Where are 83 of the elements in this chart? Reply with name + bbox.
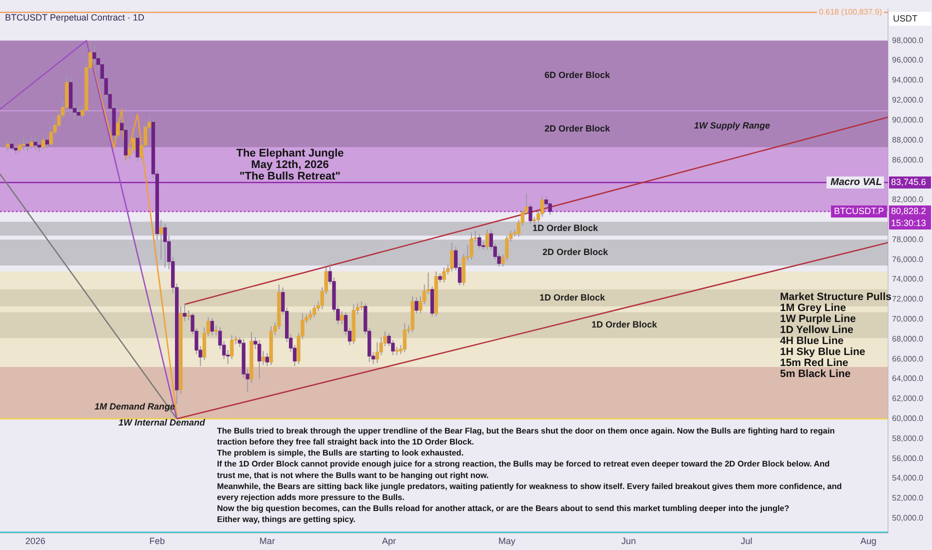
ref-line-label: Macro VAL [830, 177, 882, 188]
candlestick [163, 223, 167, 268]
x-tick-label: Mar [259, 536, 275, 546]
candlestick [45, 134, 49, 149]
y-tick-label: 62,000.0 [892, 394, 924, 404]
candlestick [136, 134, 140, 162]
candlestick [478, 233, 482, 250]
annotation: Market Structure Pulls 1M Grey Line 1W Purple Line 1D Yellow Line 4H Blue Line 1H Sky Blue Line 15m Red Line 5m Black Line [780, 291, 892, 380]
y-tick-label: 70,000.0 [892, 314, 924, 324]
candlestick [485, 229, 490, 250]
band-label: 1W Internal Demand [118, 417, 206, 428]
y-tick-label: 52,000.0 [892, 494, 924, 503]
y-tick-label: 74,000.0 [892, 274, 924, 284]
y-tick-label: 86,000.0 [892, 155, 924, 164]
y-tick-label: 82,000.0 [892, 195, 924, 204]
candlestick [37, 140, 42, 153]
candlestick [414, 296, 418, 314]
candlestick [450, 242, 454, 272]
band-label: 1D Order Block [532, 223, 599, 234]
candlestick [261, 350, 266, 366]
y-tick-label: 90,000.0 [892, 115, 924, 124]
candlestick [308, 310, 312, 321]
text: 80,828.2 [891, 206, 926, 216]
y-tick-label: 78,000.0 [892, 234, 924, 244]
y-tick-label: 58,000.0 [892, 434, 924, 443]
candlestick [26, 140, 30, 152]
text: 15:30:13 [891, 218, 926, 228]
y-tick-label: 72,000.0 [892, 294, 924, 304]
candlestick [340, 310, 344, 325]
candlestick [312, 304, 316, 318]
y-tick-label: 50,000.0 [892, 513, 924, 522]
text: The Bulls tried to break through the upper trendline of the Bear Flag, but the Bears shut the door on them once again. Now the Bulls are fighting hard to regain traction before they free fall straight back into the 1D Order Block. The problem is simple, the Bulls are starting to look exhausted. If the 1D Order Block cannot provide enough juice for a strong reaction, the Bulls may be forced to retreat even deeper toward the 2D Order Block below. And trust me, that is not where the Bulls want to be hanging out right now. Meanwhile, the Bears are sitting back like jungle predators, waiting patiently for weakness to show itself. Every failed breakout gives them more confidence, and every rejection adds more pressure to the Bulls. Now the big question becomes, can the Bulls reload for another attack, or are the Bears about to send this market tumbling deeper into the jungle? Either way, things are getting spicy. [217, 426, 842, 524]
x-tick-label: Apr [382, 536, 396, 546]
y-tick-label: 92,000.0 [892, 96, 924, 105]
candlestick [22, 136, 26, 151]
band-label: 1W Supply Range [694, 120, 770, 131]
candlestick [210, 318, 214, 336]
band-label: 1D Order Block [591, 320, 658, 330]
x-tick-label: May [498, 536, 516, 546]
y-tick-label: 66,000.0 [892, 354, 924, 364]
candlestick [265, 352, 270, 367]
x-tick-label: Jul [740, 536, 752, 546]
candlestick [548, 200, 552, 216]
band-label: 1D Order Block [539, 292, 606, 302]
candlestick [442, 267, 446, 283]
candlestick [6, 140, 10, 152]
candlestick [470, 232, 474, 260]
y-tick-label: 64,000.0 [892, 374, 924, 384]
x-tick-label: Jun [621, 536, 636, 546]
ref-line-label: 0.618 (100,837.9) [818, 8, 882, 17]
candlestick [132, 134, 136, 154]
y-tick-label: 54,000.0 [892, 474, 924, 483]
candlestick [41, 134, 46, 150]
y-axis-title: USDT [893, 13, 918, 24]
y-tick-label: 56,000.0 [892, 454, 924, 463]
candlestick [182, 302, 187, 322]
band-label: 2D Order Block [544, 124, 611, 134]
band-label: 2D Order Block [542, 247, 609, 258]
x-tick-label: Feb [149, 536, 165, 546]
candlestick [14, 142, 18, 155]
candlestick [30, 136, 34, 150]
y-tick-label: 76,000.0 [892, 254, 924, 264]
annotation: The Elephant Jungle May 12th, 2026 "The Bulls Retreat" [236, 148, 344, 183]
candlestick [230, 334, 234, 360]
y-tick-label: 68,000.0 [892, 334, 924, 344]
candlestick [159, 219, 163, 260]
y-tick-label: 96,000.0 [892, 56, 924, 65]
y-tick-label: 98,000.0 [892, 36, 924, 45]
chart-title: BTCUSDT Perpetual Contract · 1D [5, 12, 145, 22]
ref-line-label: BTCUSDT.P [834, 206, 884, 216]
candlestick [34, 138, 38, 151]
x-tick-label: Aug [860, 536, 876, 546]
text: 83,745.6 [891, 176, 926, 187]
candlestick [76, 106, 80, 120]
candlestick [402, 322, 407, 353]
y-tick-label: 88,000.0 [892, 135, 924, 144]
candlestick [116, 118, 120, 139]
candlestick [10, 138, 14, 151]
y-tick-label: 94,000.0 [892, 76, 924, 85]
candlestick [258, 340, 262, 380]
y-tick-label: 60,000.0 [892, 414, 924, 423]
band-label: 6D Order Block [544, 70, 611, 80]
x-tick-label: 2026 [25, 536, 46, 546]
